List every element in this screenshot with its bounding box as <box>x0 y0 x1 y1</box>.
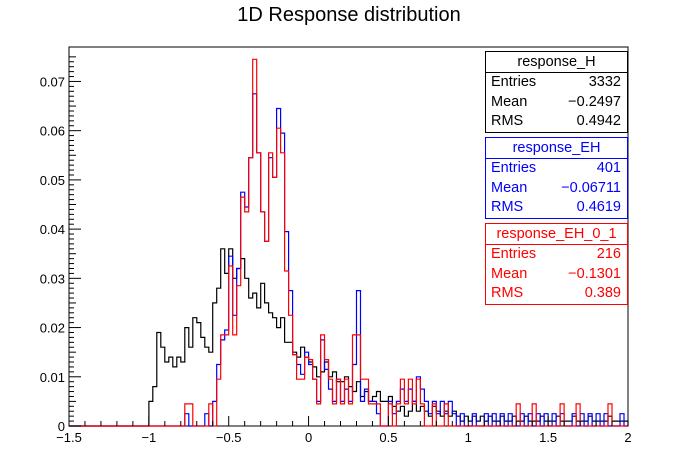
statbox-row-mean: Mean −0.06711 <box>486 179 627 199</box>
stat-value: 0.4942 <box>576 113 621 129</box>
stat-value: 216 <box>596 246 621 262</box>
statbox-row-entries: Entries 216 <box>486 245 627 265</box>
statbox-row-mean: Mean −0.1301 <box>486 265 627 285</box>
stat-label: Entries <box>491 160 537 176</box>
stat-value: −0.2497 <box>568 93 621 110</box>
statbox-row-mean: Mean −0.2497 <box>486 93 627 113</box>
stat-label: Entries <box>491 246 537 262</box>
stat-label: RMS <box>491 113 524 129</box>
stat-value: 0.4619 <box>576 199 621 215</box>
y-tick-label: 0.06 <box>40 124 65 139</box>
chart-title: 1D Response distribution <box>237 4 461 26</box>
x-tick-label: 1.5 <box>539 430 557 445</box>
y-tick-label: 0 <box>58 419 65 434</box>
statbox-row-rms: RMS 0.4942 <box>486 112 627 132</box>
statbox-row-entries: Entries 3332 <box>486 73 627 93</box>
plot-frame <box>68 46 629 427</box>
stat-label: Mean <box>491 265 528 282</box>
x-tick-label: 1 <box>465 430 472 445</box>
axis-layer: −1.5 −1 −0.5 0 0.5 1 1.5 2 0 0.01 0.02 0.03 0.04 0.05… <box>40 56 632 445</box>
stat-label: Entries <box>491 74 537 90</box>
statbox-title: response_EH_0_1 <box>486 224 627 245</box>
y-tick-label: 0.05 <box>40 173 65 188</box>
statbox-row-rms: RMS 0.389 <box>486 284 627 304</box>
statbox-row-rms: RMS 0.4619 <box>486 198 627 218</box>
x-tick-label: 0.5 <box>379 430 397 445</box>
statbox-response-eh-0-1: response_EH_0_1 Entries 216 Mean −0.1301 R… <box>485 223 628 305</box>
statbox-response-eh: response_EH Entries 401 Mean −0.06711 RMS 0… <box>485 137 628 219</box>
y-tick-label: 0.03 <box>40 271 65 286</box>
x-tick-label: 2 <box>624 430 631 445</box>
statbox-title: response_EH <box>486 138 627 159</box>
stat-label: RMS <box>491 285 524 301</box>
stat-label: RMS <box>491 199 524 215</box>
stat-value: 3332 <box>588 74 621 90</box>
stat-label: Mean <box>491 93 528 110</box>
y-tick-label: 0.01 <box>40 370 65 385</box>
statbox-title: response_H <box>486 52 627 73</box>
stat-value: 0.389 <box>584 285 621 301</box>
y-tick-label: 0.07 <box>40 74 65 89</box>
x-tick-label: −1.5 <box>56 430 82 445</box>
stat-label: Mean <box>491 179 528 196</box>
series-line-response-eh-0-1 <box>69 58 628 427</box>
y-tick-label: 0.04 <box>40 222 65 237</box>
x-tick-label: −0.5 <box>216 430 242 445</box>
x-tick-label: 0 <box>305 430 312 445</box>
statbox-row-entries: Entries 401 <box>486 159 627 179</box>
statbox-response-h: response_H Entries 3332 Mean −0.2497 RMS 0.… <box>485 51 628 133</box>
y-tick-label: 0.02 <box>40 321 65 336</box>
stat-value: 401 <box>596 160 621 176</box>
stat-value: −0.06711 <box>561 179 621 196</box>
stat-value: −0.1301 <box>568 265 621 282</box>
x-tick-label: −1 <box>141 430 156 445</box>
